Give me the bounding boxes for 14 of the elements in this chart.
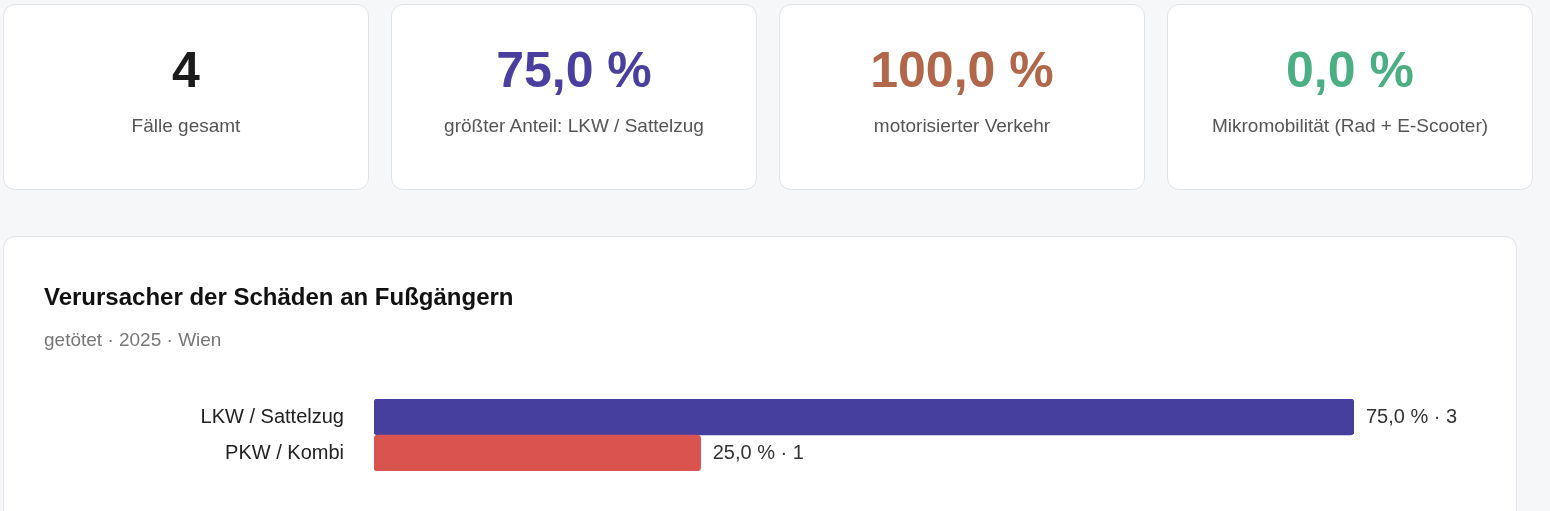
- data-label: 25,0 % · 1: [712, 440, 804, 463]
- text: Mikromobilität (Rad + E-Scooter): [1210, 114, 1490, 138]
- text: 4: [171, 41, 201, 99]
- text: getötet · 2025 · Wien: [44, 329, 222, 351]
- data-label: 75,0 % · 3: [1366, 404, 1458, 427]
- text: größter Anteil: LKW / Sattelzug: [443, 114, 705, 138]
- y-tick-label: LKW / Sattelzug: [200, 404, 344, 427]
- y-tick-label: PKW / Kombi: [225, 440, 344, 463]
- text: 0,0 %: [1285, 41, 1415, 99]
- text: 75,0 %: [495, 41, 653, 99]
- text: motorisierter Verkehr: [872, 114, 1052, 138]
- text: 100,0 %: [869, 41, 1055, 99]
- text: Fälle gesamt: [130, 114, 242, 138]
- chart-title: Verursacher der Schäden an Fußgängern: [44, 283, 514, 311]
